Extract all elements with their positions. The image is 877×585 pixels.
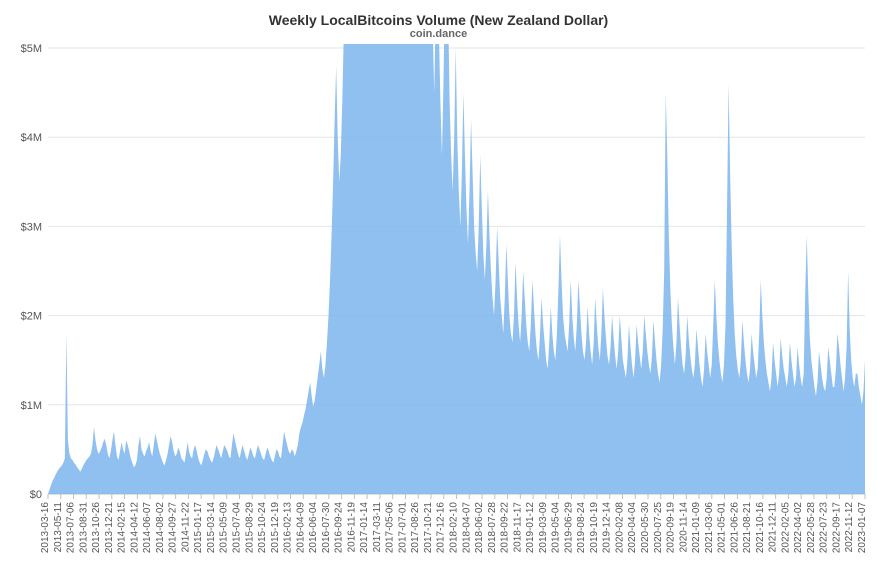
- x-tick-label: 2019-01-12: [525, 502, 536, 554]
- x-tick-label: 2022-04-02: [793, 502, 804, 554]
- x-tick-label: 2020-07-25: [653, 502, 664, 554]
- x-tick-label: 2017-08-26: [410, 502, 421, 554]
- x-tick-label: 2014-02-15: [117, 502, 128, 554]
- x-tick-label: 2022-05-28: [806, 502, 817, 554]
- x-tick-label: 2015-10-24: [257, 502, 268, 554]
- x-tick-label: 2018-07-28: [487, 502, 498, 554]
- area-series: [48, 44, 865, 494]
- x-tick-label: 2019-03-09: [538, 502, 549, 554]
- x-tick-label: 2016-07-30: [321, 502, 332, 554]
- x-tick-label: 2017-07-01: [397, 502, 408, 554]
- x-tick-label: 2020-11-14: [678, 502, 689, 553]
- svg-text:$4M: $4M: [21, 132, 42, 144]
- x-tick-label: 2019-10-19: [589, 502, 600, 554]
- x-tick-label: 2021-06-26: [729, 502, 740, 554]
- x-tick-label: 2021-08-21: [742, 502, 753, 554]
- x-tick-label: 2021-01-09: [691, 502, 702, 554]
- x-tick-label: 2015-01-17: [193, 502, 204, 554]
- x-tick-label: 2013-08-31: [78, 502, 89, 554]
- x-tick-label: 2021-10-16: [755, 502, 766, 554]
- chart-svg: $0$1M$2M$3M$4M$5M2013-03-162013-05-11201…: [0, 44, 877, 584]
- x-tick-label: 2019-12-14: [602, 502, 613, 554]
- x-tick-label: 2019-06-29: [563, 502, 574, 554]
- x-tick-label: 2015-08-29: [244, 502, 255, 554]
- x-tick-label: 2020-02-08: [614, 502, 625, 554]
- x-tick-label: 2018-02-10: [449, 502, 460, 554]
- chart-title: Weekly LocalBitcoins Volume (New Zealand…: [0, 0, 877, 28]
- x-tick-label: 2022-11-12: [844, 502, 855, 553]
- x-tick-label: 2013-03-16: [40, 502, 51, 554]
- x-tick-label: 2014-04-12: [129, 502, 140, 554]
- x-tick-label: 2017-10-21: [423, 502, 434, 554]
- x-tick-label: 2018-09-22: [500, 502, 511, 554]
- x-tick-label: 2017-03-11: [372, 502, 383, 553]
- x-tick-label: 2014-08-02: [155, 502, 166, 554]
- x-tick-label: 2016-04-09: [295, 502, 306, 554]
- x-tick-label: 2020-09-19: [666, 502, 677, 554]
- x-tick-label: 2021-12-11: [768, 502, 779, 553]
- x-tick-label: 2018-06-02: [474, 502, 485, 554]
- x-tick-label: 2014-06-07: [142, 502, 153, 554]
- svg-text:$5M: $5M: [21, 44, 42, 55]
- svg-text:$2M: $2M: [21, 311, 42, 323]
- x-tick-label: 2019-08-24: [576, 502, 587, 554]
- x-tick-label: 2016-09-24: [334, 502, 345, 554]
- x-tick-label: 2018-04-07: [461, 502, 472, 554]
- x-tick-label: 2019-05-04: [551, 502, 562, 554]
- x-tick-label: 2015-07-04: [231, 502, 242, 554]
- x-tick-label: 2014-09-27: [168, 502, 179, 554]
- chart-subtitle: coin.dance: [0, 28, 877, 40]
- svg-text:$1M: $1M: [21, 400, 42, 412]
- x-tick-label: 2013-10-26: [91, 502, 102, 554]
- x-tick-label: 2013-07-06: [66, 502, 77, 554]
- x-tick-label: 2017-01-14: [359, 502, 370, 554]
- x-tick-label: 2015-12-19: [270, 502, 281, 554]
- x-tick-label: 2017-12-16: [436, 502, 447, 554]
- x-tick-label: 2022-07-23: [819, 502, 830, 554]
- x-tick-label: 2018-11-17: [512, 502, 523, 553]
- x-tick-label: 2015-03-14: [206, 502, 217, 554]
- chart-container: Weekly LocalBitcoins Volume (New Zealand…: [0, 0, 877, 585]
- x-tick-label: 2015-05-09: [219, 502, 230, 554]
- x-tick-label: 2022-09-17: [831, 502, 842, 554]
- x-tick-label: 2021-03-06: [704, 502, 715, 554]
- x-tick-label: 2016-06-04: [308, 502, 319, 554]
- x-tick-label: 2013-12-21: [104, 502, 115, 554]
- x-tick-label: 2013-05-11: [53, 502, 64, 553]
- x-tick-label: 2020-05-30: [640, 502, 651, 554]
- x-tick-label: 2017-05-06: [385, 502, 396, 554]
- svg-text:$0: $0: [30, 489, 42, 501]
- x-tick-label: 2021-05-01: [717, 502, 728, 554]
- x-tick-label: 2016-02-13: [283, 502, 294, 554]
- x-tick-label: 2020-04-04: [627, 502, 638, 554]
- x-tick-label: 2014-11-22: [180, 502, 191, 553]
- x-tick-label: 2022-02-05: [780, 502, 791, 554]
- svg-text:$3M: $3M: [21, 221, 42, 233]
- x-tick-label: 2023-01-07: [857, 502, 868, 554]
- x-tick-label: 2016-11-19: [346, 502, 357, 553]
